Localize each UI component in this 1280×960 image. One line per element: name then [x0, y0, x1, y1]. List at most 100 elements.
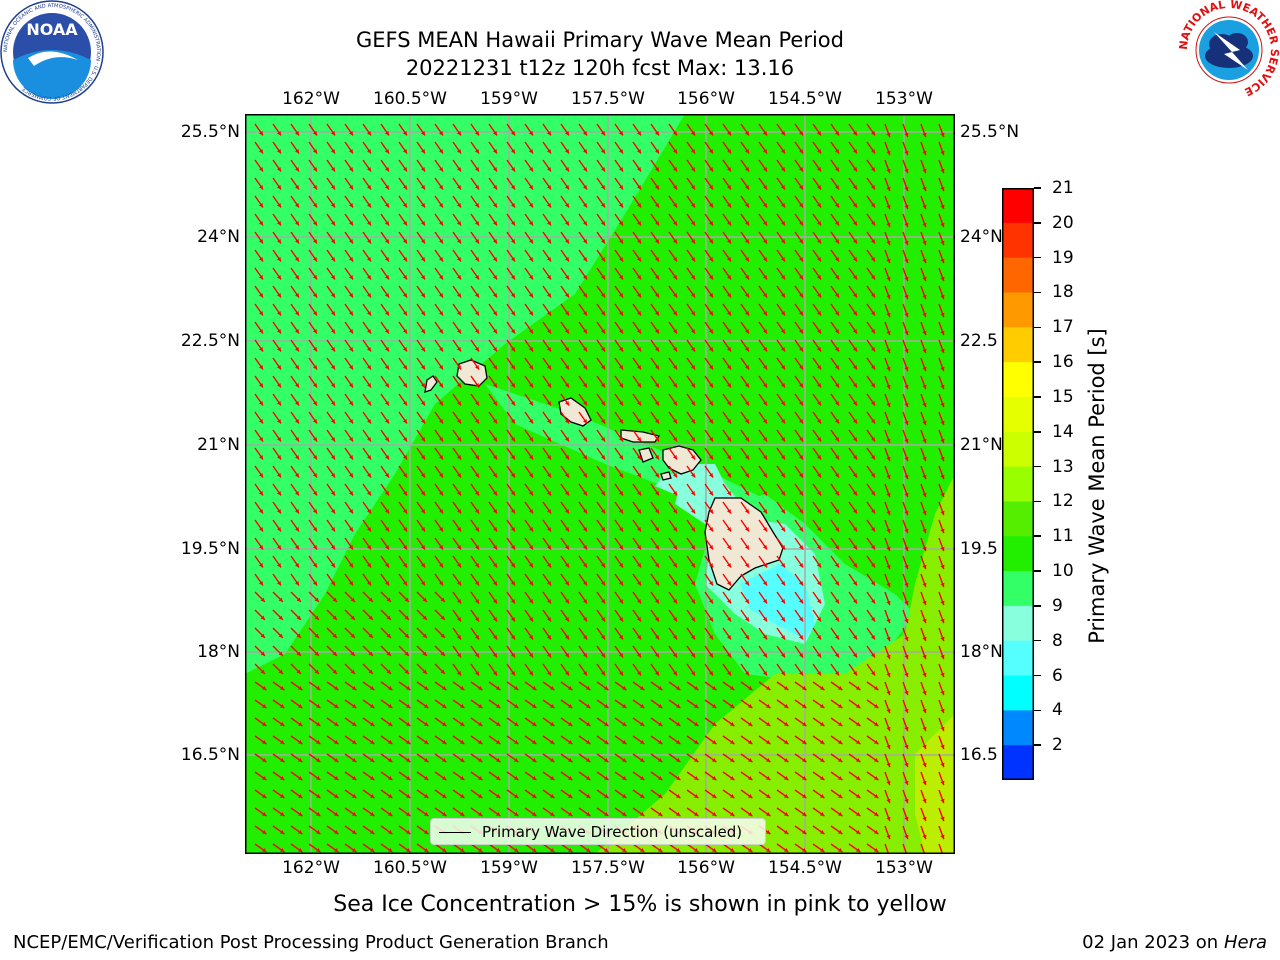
wave-arrow [812, 501, 822, 514]
wave-arrow [380, 735, 393, 745]
wave-arrow [794, 519, 804, 532]
wave-arrow [596, 807, 609, 817]
wave-arrow [524, 231, 534, 244]
wave-arrow [578, 393, 588, 406]
wave-arrow [470, 303, 480, 316]
wave-arrow [470, 465, 480, 478]
wave-arrow [380, 645, 392, 657]
branch-credit: NCEP/EMC/Verification Post Processing Pr… [13, 932, 609, 953]
wave-arrow [398, 195, 408, 208]
wave-arrow [362, 357, 372, 370]
wave-arrow [524, 195, 534, 208]
colorbar-tick-mark [1034, 709, 1041, 712]
wave-arrow [452, 303, 462, 316]
wave-arrow [434, 591, 446, 603]
wave-arrow [884, 411, 891, 426]
wave-arrow [416, 303, 426, 316]
wave-arrow [830, 231, 840, 244]
wave-arrow [290, 717, 303, 727]
wave-arrow [776, 771, 789, 781]
wave-arrow [938, 519, 945, 534]
wave-arrow [578, 141, 588, 154]
wave-arrow [326, 555, 336, 568]
wave-arrow [524, 591, 534, 604]
colorbar-tick-label: 4 [1052, 700, 1063, 721]
wave-arrow [416, 195, 426, 208]
wave-arrow [596, 321, 606, 334]
wave-arrow [524, 465, 534, 478]
wave-arrow [344, 789, 357, 799]
wave-arrow [344, 771, 357, 781]
wave-arrow [848, 249, 858, 262]
wave-arrow [848, 735, 861, 745]
wave-arrow [398, 357, 408, 370]
wave-arrow [902, 177, 909, 192]
wave-arrow [614, 141, 624, 154]
wave-arrow [938, 123, 945, 138]
wave-arrow [794, 699, 807, 709]
wave-arrow [596, 249, 606, 262]
wave-arrow [470, 627, 480, 640]
wave-arrow [596, 411, 606, 424]
wave-arrow [524, 753, 537, 763]
wave-arrow [290, 141, 300, 154]
wave-arrow [488, 753, 501, 763]
wave-arrow [884, 681, 891, 696]
wave-arrow [704, 393, 714, 406]
wave-arrow [308, 213, 318, 226]
wave-arrow [686, 123, 696, 136]
wave-arrow [506, 213, 516, 226]
wave-arrow [470, 411, 480, 424]
wave-arrow [794, 753, 807, 763]
wave-arrow [344, 267, 354, 280]
wave-arrow [776, 375, 786, 388]
wave-arrow [308, 321, 318, 334]
wave-arrow [344, 645, 356, 657]
wave-arrow [308, 483, 318, 496]
wave-arrow [380, 663, 392, 675]
wave-arrow [290, 573, 300, 586]
wave-arrow [758, 771, 771, 781]
wave-arrow [686, 627, 696, 640]
wave-arrow [290, 663, 302, 675]
wave-arrow [470, 753, 483, 763]
lon-tick-top: 154.5°W [768, 89, 842, 109]
wave-arrow [920, 447, 927, 462]
wave-arrow [704, 447, 714, 460]
wave-arrow [704, 339, 714, 352]
wave-arrow [524, 447, 534, 460]
wave-arrow [848, 501, 858, 514]
wave-arrow [398, 213, 408, 226]
wave-arrow [794, 555, 804, 568]
wave-arrow [506, 375, 516, 388]
wave-arrow [686, 663, 696, 676]
wave-arrow [758, 267, 768, 280]
wave-arrow [686, 681, 699, 691]
wave-arrow [524, 771, 537, 781]
map-frame [245, 114, 955, 854]
wave-arrow [434, 753, 447, 763]
wave-arrow [416, 825, 429, 835]
wave-arrow [308, 465, 318, 478]
wave-arrow [740, 555, 750, 568]
colorbar-tick-mark [1034, 361, 1041, 363]
wave-arrow [452, 249, 462, 262]
wave-arrow [596, 753, 609, 763]
wave-arrow [776, 753, 789, 763]
wave-arrow [632, 537, 642, 550]
wave-arrow [776, 267, 786, 280]
wave-arrow [848, 681, 861, 691]
wave-arrow [704, 627, 714, 640]
wave-arrow [722, 141, 732, 154]
wave-arrow [254, 771, 267, 781]
wave-arrow [272, 285, 282, 298]
wave-arrow [704, 483, 714, 496]
wave-arrow [920, 177, 927, 192]
wave-arrow [740, 465, 750, 478]
wave-arrow [398, 699, 411, 709]
wave-arrow [452, 699, 465, 709]
wave-arrow [596, 843, 609, 853]
wave-arrow [848, 537, 858, 550]
wave-arrow [758, 303, 768, 316]
wave-arrow [938, 753, 945, 768]
